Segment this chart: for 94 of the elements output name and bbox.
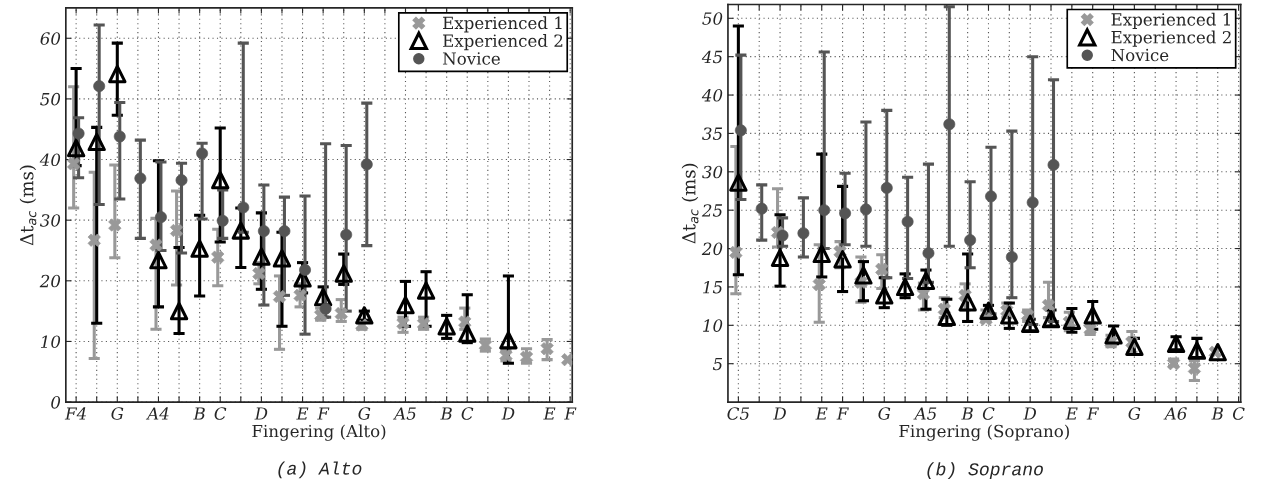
- x-tick-label: G: [1128, 407, 1141, 420]
- point: [1041, 310, 1061, 329]
- y-tick-label: 40: [39, 153, 61, 167]
- x-tick-label: C: [214, 407, 227, 420]
- x-tick-label: G: [878, 407, 891, 420]
- legend-label: Novice: [442, 52, 500, 65]
- x-tick-label: A5: [392, 407, 416, 420]
- point: [812, 244, 831, 264]
- point: [437, 317, 456, 336]
- point: [1021, 314, 1040, 333]
- point: [149, 251, 168, 270]
- x-tick-label: E: [543, 407, 556, 420]
- point: [87, 132, 106, 152]
- x-tick-label: F: [836, 407, 849, 420]
- x-tick-label: B: [440, 407, 452, 420]
- point: [1166, 334, 1186, 353]
- point: [272, 249, 292, 268]
- text: (a) Alto: [278, 461, 362, 479]
- point: [1125, 337, 1144, 356]
- point: [729, 173, 748, 192]
- y-tick-label: 60: [40, 32, 61, 45]
- point: [169, 301, 189, 321]
- x-tick-label: G: [358, 407, 371, 420]
- y-axis-title: Δt$_{ac}$ (ms): [19, 165, 37, 246]
- point: [875, 286, 894, 305]
- y-tick-label: 10: [703, 319, 723, 332]
- y-tick-label: 40: [701, 89, 723, 102]
- point: [770, 248, 790, 267]
- y-tick-label: 30: [702, 165, 723, 179]
- x-tick-label: C5: [727, 407, 750, 420]
- y-tick-label: 35: [702, 127, 723, 140]
- point: [231, 221, 250, 240]
- x-tick-label: E: [1065, 407, 1078, 420]
- x-tick-label: D: [773, 407, 786, 420]
- x-tick-label: D: [1023, 407, 1037, 420]
- legend-label: Experienced 2: [1111, 30, 1231, 47]
- y-tick-label: 45: [701, 50, 723, 64]
- y-tick-label: 10: [40, 335, 61, 349]
- y-axis-title: Δt$_{ac}$ (ms): [681, 163, 699, 244]
- x-tick-label: E: [815, 407, 828, 420]
- y-tick-label: 30: [39, 214, 61, 227]
- x-tick-label: B: [1211, 407, 1223, 420]
- x-tick-label: C: [982, 407, 995, 420]
- y-tick-label: 20: [701, 242, 723, 256]
- x-tick-label: A4: [145, 407, 169, 420]
- point: [211, 170, 230, 190]
- y-tick-label: 50: [40, 92, 61, 106]
- point: [355, 306, 374, 325]
- point: [1208, 343, 1227, 362]
- x-tick-label: D: [254, 407, 268, 420]
- y-tick-label: 0: [51, 396, 61, 409]
- x-tick-label: C: [1232, 407, 1245, 420]
- point: [108, 64, 127, 84]
- text: (b) Soprano: [927, 462, 1043, 479]
- x-tick-label: C: [461, 407, 474, 420]
- x-tick-label: B: [193, 407, 205, 420]
- point: [334, 264, 353, 283]
- x-tick-label: F4: [64, 407, 86, 420]
- legend-label: Experienced 1: [443, 16, 562, 33]
- point: [396, 295, 415, 315]
- x-tick-label: B: [961, 407, 973, 420]
- y-tick-label: 25: [701, 204, 723, 217]
- x-tick-label: E: [296, 407, 309, 420]
- point: [916, 271, 936, 290]
- x-tick-label: G: [111, 407, 124, 420]
- x-tick-label: F: [564, 407, 577, 420]
- point: [854, 266, 873, 285]
- point: [937, 307, 956, 327]
- y-tick-label: 5: [712, 357, 723, 371]
- point: [833, 250, 852, 269]
- point: [1062, 311, 1082, 330]
- point: [313, 288, 333, 307]
- legend-label: Novice: [1111, 48, 1169, 62]
- point: [66, 138, 86, 158]
- y-tick-label: 15: [703, 280, 723, 294]
- point: [1083, 306, 1102, 325]
- point: [895, 277, 915, 297]
- x-axis-title: Fingering (Alto): [252, 424, 386, 441]
- y-tick-label: 50: [702, 12, 723, 25]
- point: [252, 247, 271, 266]
- point: [1187, 341, 1207, 360]
- point: [958, 293, 977, 312]
- x-tick-label: F: [1086, 407, 1099, 420]
- point: [1000, 306, 1019, 325]
- y-tick-label: 20: [39, 274, 61, 288]
- legend-label: Experienced 1: [1111, 12, 1230, 29]
- x-tick-label: A5: [913, 407, 937, 420]
- x-tick-label: F: [317, 407, 330, 420]
- x-tick-label: A6: [1163, 407, 1187, 420]
- legend-label: Experienced 2: [443, 34, 563, 51]
- x-tick-label: D: [501, 407, 515, 420]
- point: [416, 281, 436, 300]
- point: [190, 239, 209, 258]
- x-axis-title: Fingering (Soprano): [899, 424, 1069, 441]
